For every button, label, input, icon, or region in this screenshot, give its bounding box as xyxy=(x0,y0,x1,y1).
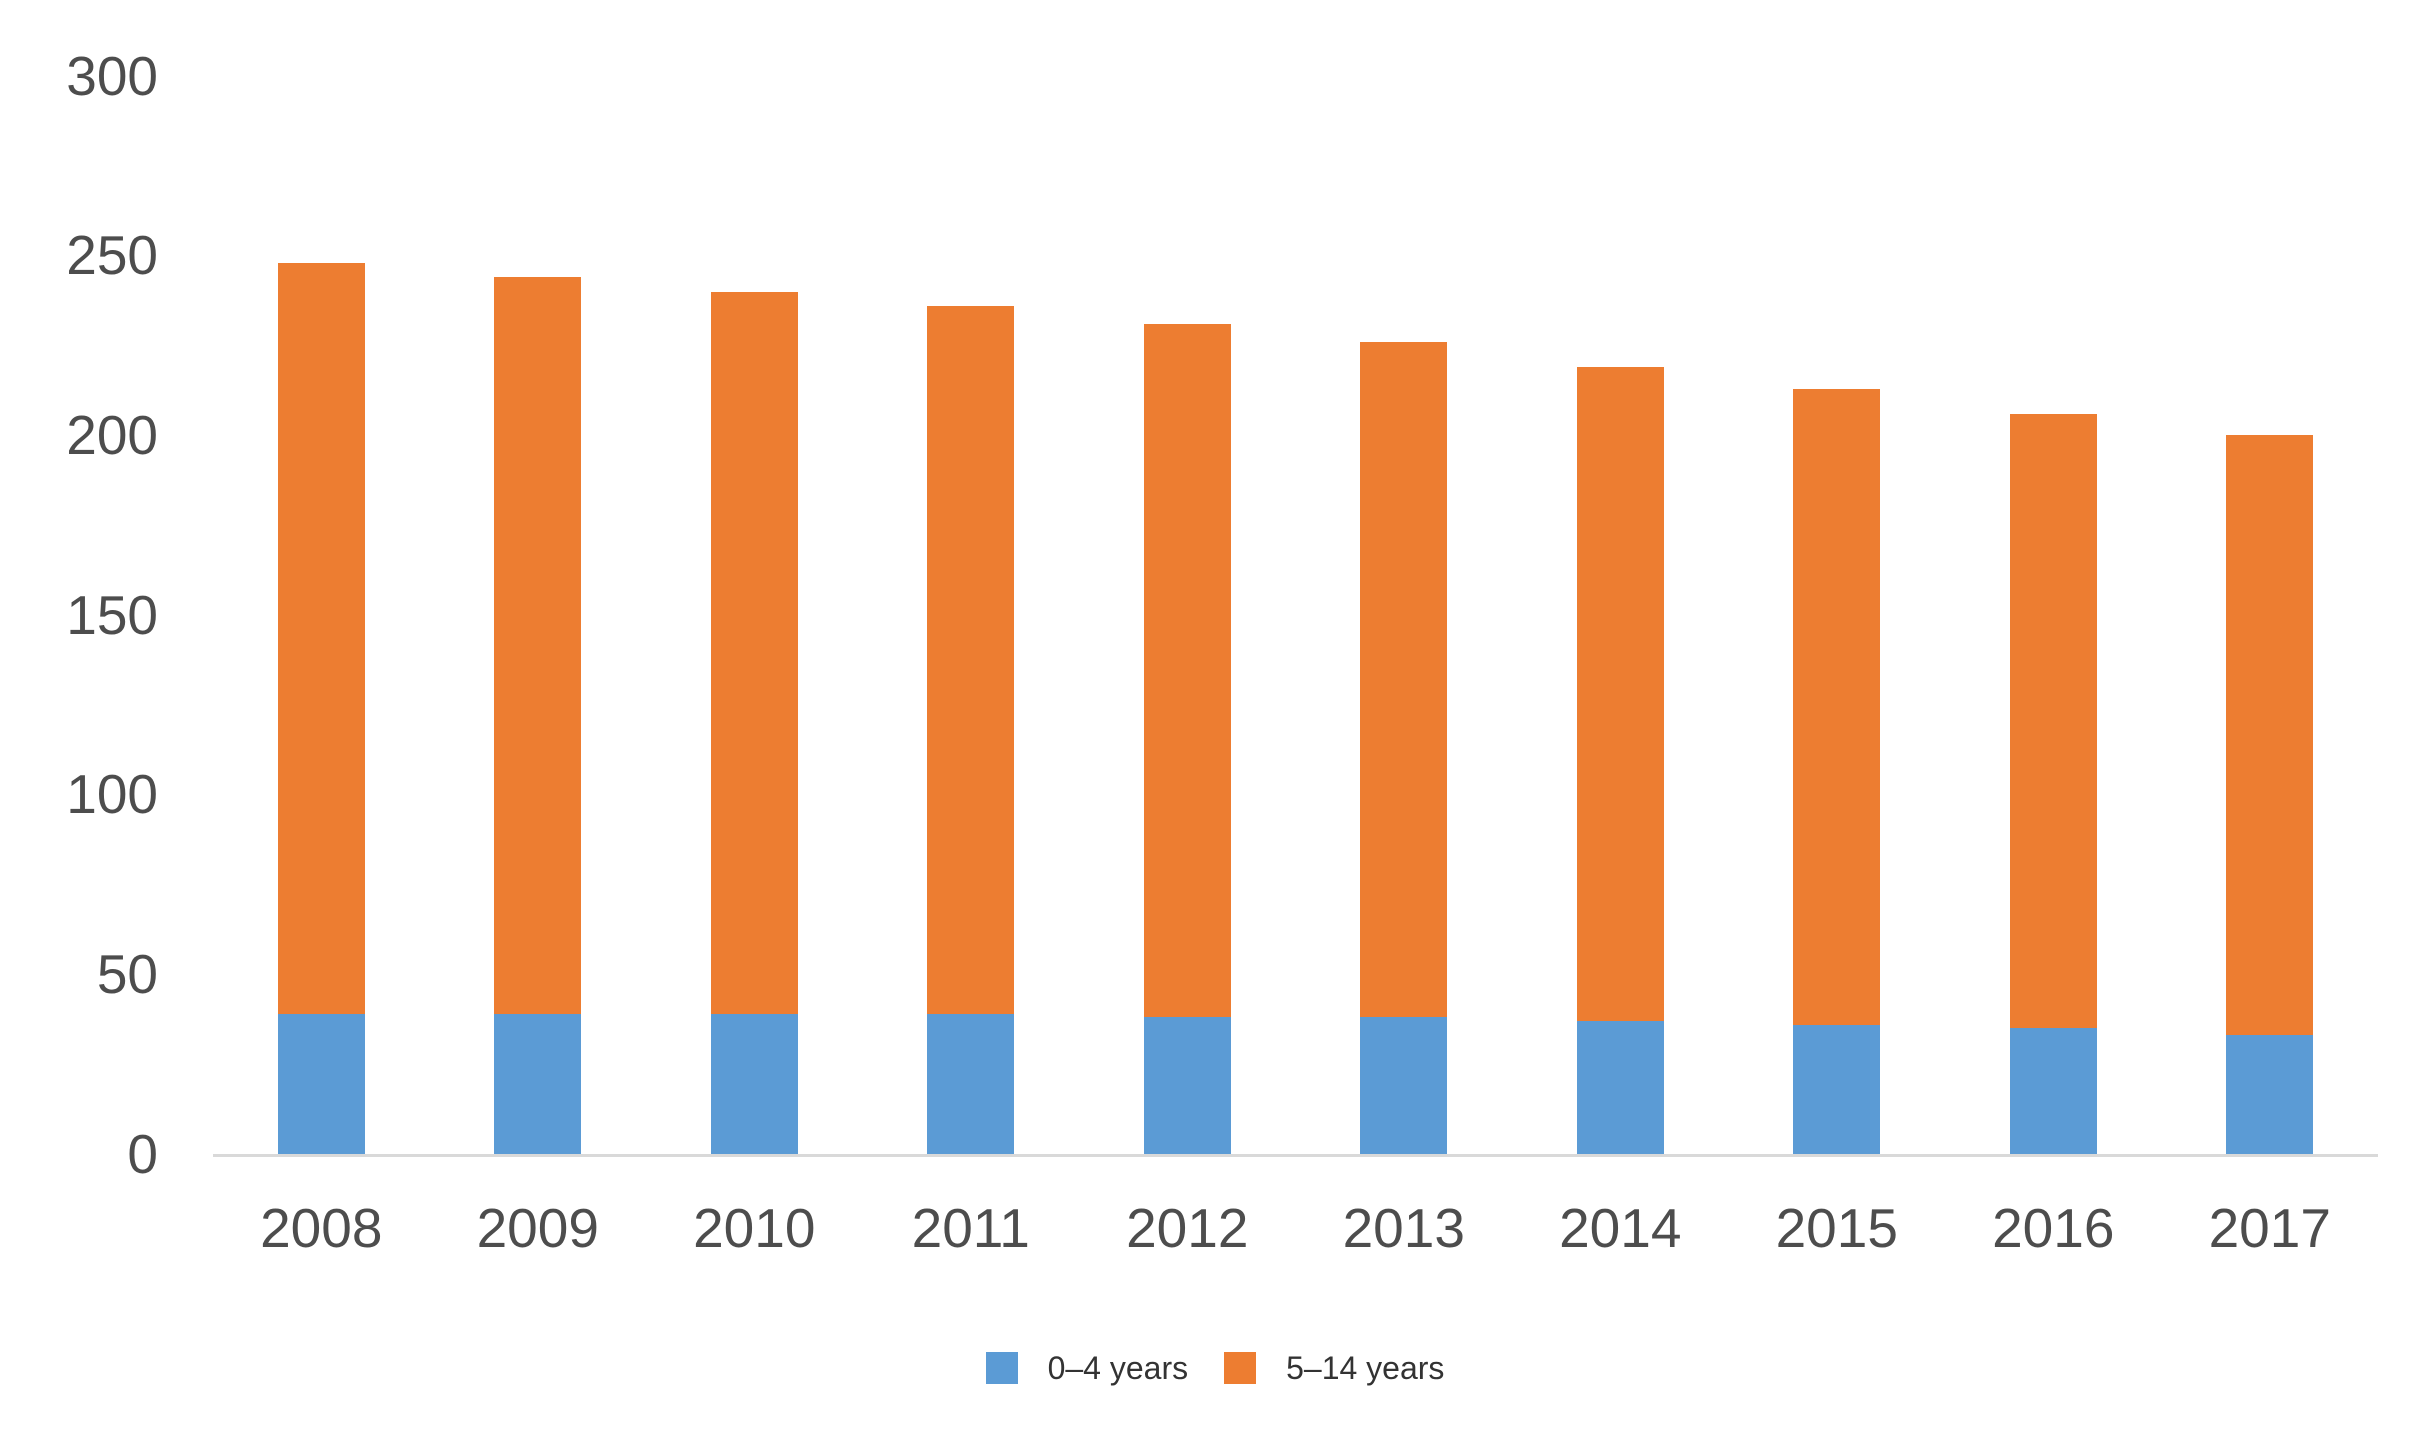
bar-2014-0-4-years xyxy=(1576,1021,1664,1154)
bar-2015-0-4-years xyxy=(1793,1024,1881,1154)
legend: 0–4 years 5–14 years xyxy=(0,1336,2430,1400)
bar-2009-5-14-years xyxy=(494,277,582,1014)
legend-swatch-5-14-years xyxy=(1224,1352,1257,1384)
bar-2010-0-4-years xyxy=(710,1013,798,1154)
legend-label-0-4-years: 0–4 years xyxy=(1047,1350,1189,1386)
x-tick-label-2015: 2015 xyxy=(1775,1197,1898,1259)
x-tick-label-2013: 2013 xyxy=(1342,1197,1465,1259)
x-tick-label-2009: 2009 xyxy=(476,1197,599,1259)
y-tick-label-150: 150 xyxy=(66,583,158,646)
x-tick-label-2011: 2011 xyxy=(911,1197,1030,1259)
y-tick-label-50: 50 xyxy=(96,942,158,1005)
bar-2013-0-4-years xyxy=(1360,1017,1448,1154)
bar-2012-0-4-years xyxy=(1143,1017,1231,1154)
bar-2015-5-14-years xyxy=(1793,388,1881,1025)
x-tick-label-2016: 2016 xyxy=(1992,1197,2115,1259)
legend-item-0-4-years: 0–4 years xyxy=(985,1350,1189,1386)
y-tick-label-300: 300 xyxy=(66,44,158,107)
y-tick-label-100: 100 xyxy=(66,763,158,826)
bar-2017-5-14-years xyxy=(2226,435,2314,1036)
bar-2008-0-4-years xyxy=(277,1013,365,1154)
x-tick-label-2012: 2012 xyxy=(1126,1197,1249,1259)
legend-swatch-0-4-years xyxy=(985,1352,1018,1384)
bar-2017-0-4-years xyxy=(2226,1035,2314,1154)
bar-2010-5-14-years xyxy=(710,291,798,1014)
y-tick-label-0: 0 xyxy=(127,1122,158,1185)
y-tick-label-250: 250 xyxy=(66,224,158,287)
bar-2016-5-14-years xyxy=(2009,413,2097,1029)
bar-2013-5-14-years xyxy=(1360,341,1448,1018)
legend-label-5-14-years: 5–14 years xyxy=(1286,1350,1445,1386)
bar-2011-0-4-years xyxy=(927,1013,1015,1154)
bar-2009-0-4-years xyxy=(494,1013,582,1154)
x-axis-line xyxy=(213,1154,2378,1157)
bar-2016-0-4-years xyxy=(2009,1028,2097,1154)
x-tick-label-2010: 2010 xyxy=(693,1197,816,1259)
x-tick-label-2017: 2017 xyxy=(2208,1197,2331,1259)
bar-2008-5-14-years xyxy=(277,262,365,1014)
legend-item-5-14-years: 5–14 years xyxy=(1224,1350,1444,1386)
bar-2014-5-14-years xyxy=(1576,367,1664,1022)
x-tick-label-2008: 2008 xyxy=(260,1197,383,1259)
bar-2012-5-14-years xyxy=(1143,323,1231,1018)
y-tick-label-200: 200 xyxy=(66,403,158,466)
bar-2011-5-14-years xyxy=(927,305,1015,1014)
x-tick-label-2014: 2014 xyxy=(1559,1197,1682,1259)
